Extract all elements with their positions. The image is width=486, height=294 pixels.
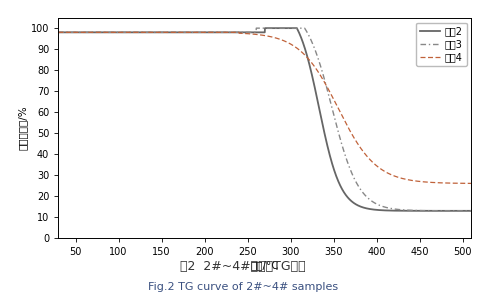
样品4 [55, 31, 61, 34]
样品3 [245, 31, 251, 34]
样品2 [469, 209, 474, 213]
样品4 [456, 181, 462, 185]
样品3 [457, 209, 463, 213]
样品2 [245, 31, 251, 34]
Line: 样品2: 样品2 [58, 28, 471, 211]
样品2 [381, 208, 387, 212]
样品4 [245, 32, 251, 36]
样品2 [456, 209, 462, 213]
样品2 [55, 31, 61, 34]
样品4 [381, 169, 386, 173]
样品3 [456, 209, 462, 213]
样品3 [257, 26, 262, 30]
样品4 [469, 182, 474, 185]
Text: 图2  2#~4#样品的TG曲线: 图2 2#~4#样品的TG曲线 [180, 260, 306, 273]
样品2 [457, 209, 463, 213]
样品2 [262, 26, 268, 30]
样品3 [55, 31, 61, 34]
样品3 [253, 26, 259, 30]
样品4 [256, 33, 262, 36]
Line: 样品3: 样品3 [58, 28, 471, 211]
样品2 [76, 31, 82, 34]
Y-axis label: 质量损失率/%: 质量损失率/% [18, 106, 28, 150]
样品4 [76, 31, 82, 34]
样品4 [456, 181, 462, 185]
X-axis label: 温度/°C: 温度/°C [251, 260, 279, 270]
样品3 [469, 209, 474, 213]
样品3 [76, 31, 82, 34]
Legend: 样品2, 样品3, 样品4: 样品2, 样品3, 样品4 [417, 23, 467, 66]
样品2 [256, 31, 262, 34]
Text: Fig.2 TG curve of 2#~4# samples: Fig.2 TG curve of 2#~4# samples [148, 282, 338, 292]
Line: 样品4: 样品4 [58, 32, 471, 183]
样品3 [381, 205, 387, 208]
